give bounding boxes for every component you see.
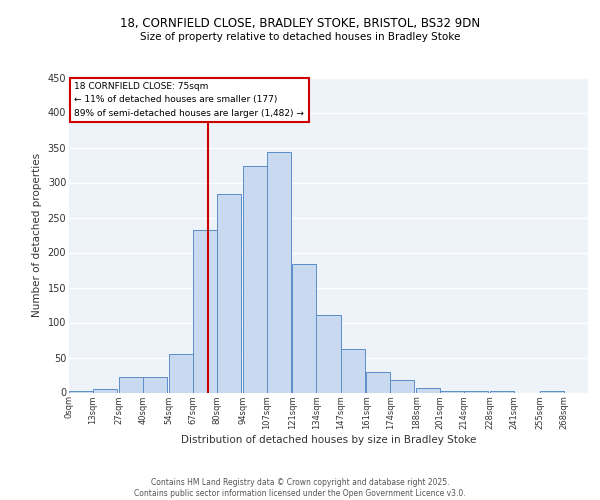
Text: Contains HM Land Registry data © Crown copyright and database right 2025.
Contai: Contains HM Land Registry data © Crown c… [134, 478, 466, 498]
Bar [143, 377, 167, 392]
Bar [266, 152, 290, 392]
Bar [93, 389, 117, 392]
Bar [119, 377, 143, 392]
Text: Size of property relative to detached houses in Bradley Stoke: Size of property relative to detached ho… [140, 32, 460, 42]
Bar [464, 391, 488, 392]
Bar [169, 354, 193, 393]
Bar [416, 388, 440, 392]
Bar [217, 194, 241, 392]
Text: 18, CORNFIELD CLOSE, BRADLEY STOKE, BRISTOL, BS32 9DN: 18, CORNFIELD CLOSE, BRADLEY STOKE, BRIS… [120, 18, 480, 30]
Bar [292, 264, 316, 392]
X-axis label: Distribution of detached houses by size in Bradley Stoke: Distribution of detached houses by size … [181, 434, 476, 444]
Bar [391, 380, 415, 392]
Bar [316, 315, 341, 392]
Bar [341, 349, 365, 393]
Bar [367, 372, 391, 392]
Bar [69, 391, 93, 392]
Y-axis label: Number of detached properties: Number of detached properties [32, 153, 42, 317]
Bar [440, 391, 464, 392]
Text: 18 CORNFIELD CLOSE: 75sqm
← 11% of detached houses are smaller (177)
89% of semi: 18 CORNFIELD CLOSE: 75sqm ← 11% of detac… [74, 82, 304, 118]
Bar [242, 166, 266, 392]
Bar [490, 391, 514, 392]
Bar [193, 230, 217, 392]
Bar [540, 391, 564, 392]
